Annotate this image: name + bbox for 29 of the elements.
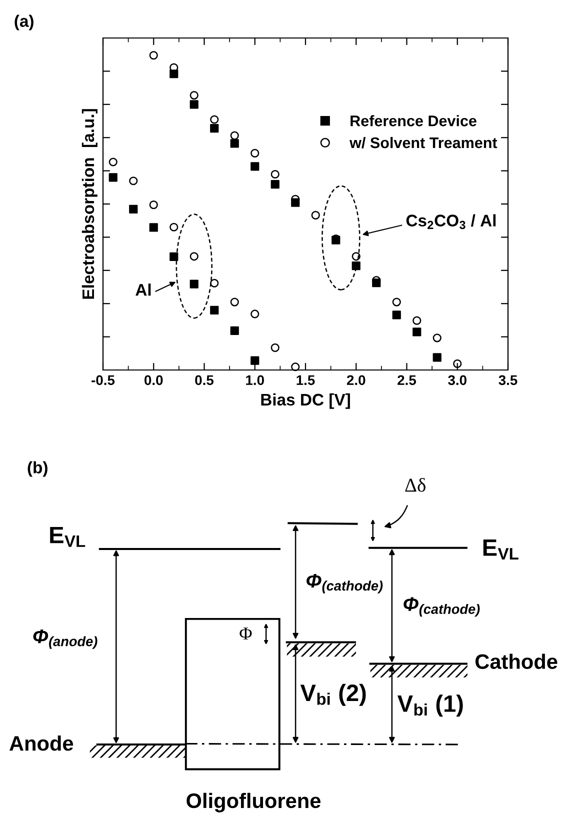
text: Φ$_{(cathode)}$ — [404, 597, 480, 617]
text: Oligofluorene — [186, 792, 320, 812]
text: V$_{bi}$ (2) — [300, 684, 366, 706]
text: Φ — [240, 628, 252, 640]
chart-title: (a) — [14, 14, 34, 30]
text: Anode — [10, 735, 74, 751]
text: (b) — [28, 461, 48, 477]
x-tick-label: 1.5 — [296, 375, 315, 386]
x-tick-label: 3.0 — [448, 375, 466, 386]
legend-label: Reference Device — [350, 115, 476, 126]
text: E$_{VL}$ — [50, 526, 86, 547]
annotation: Cs$_{2}$CO$_{3}$ / Al — [406, 214, 496, 230]
x-tick-label: 0.0 — [144, 375, 163, 386]
text: Φ$_{(anode)}$ — [33, 630, 98, 649]
legend-label: w/ Solvent Treament — [350, 136, 498, 148]
x-tick-label: 3.5 — [498, 375, 518, 386]
x-tick-label: -0.5 — [92, 375, 115, 386]
text: Φ$_{(cathode)}$ — [306, 574, 383, 594]
y-axis-title: Electroabsorption [a.u.] — [82, 109, 98, 299]
text: E$_{VL}$ — [483, 540, 518, 560]
text: Δδ — [405, 478, 426, 492]
text: Cathode — [475, 654, 558, 669]
x-axis-title: Bias DC [V] — [261, 393, 350, 409]
x-tick-label: 2.0 — [346, 375, 366, 386]
x-tick-label: 1.0 — [246, 375, 264, 386]
annotation: Al — [136, 284, 151, 296]
x-tick-label: 2.5 — [398, 375, 416, 386]
text: V$_{bi}$ (1) — [397, 694, 463, 717]
x-tick-label: 0.5 — [195, 375, 214, 386]
